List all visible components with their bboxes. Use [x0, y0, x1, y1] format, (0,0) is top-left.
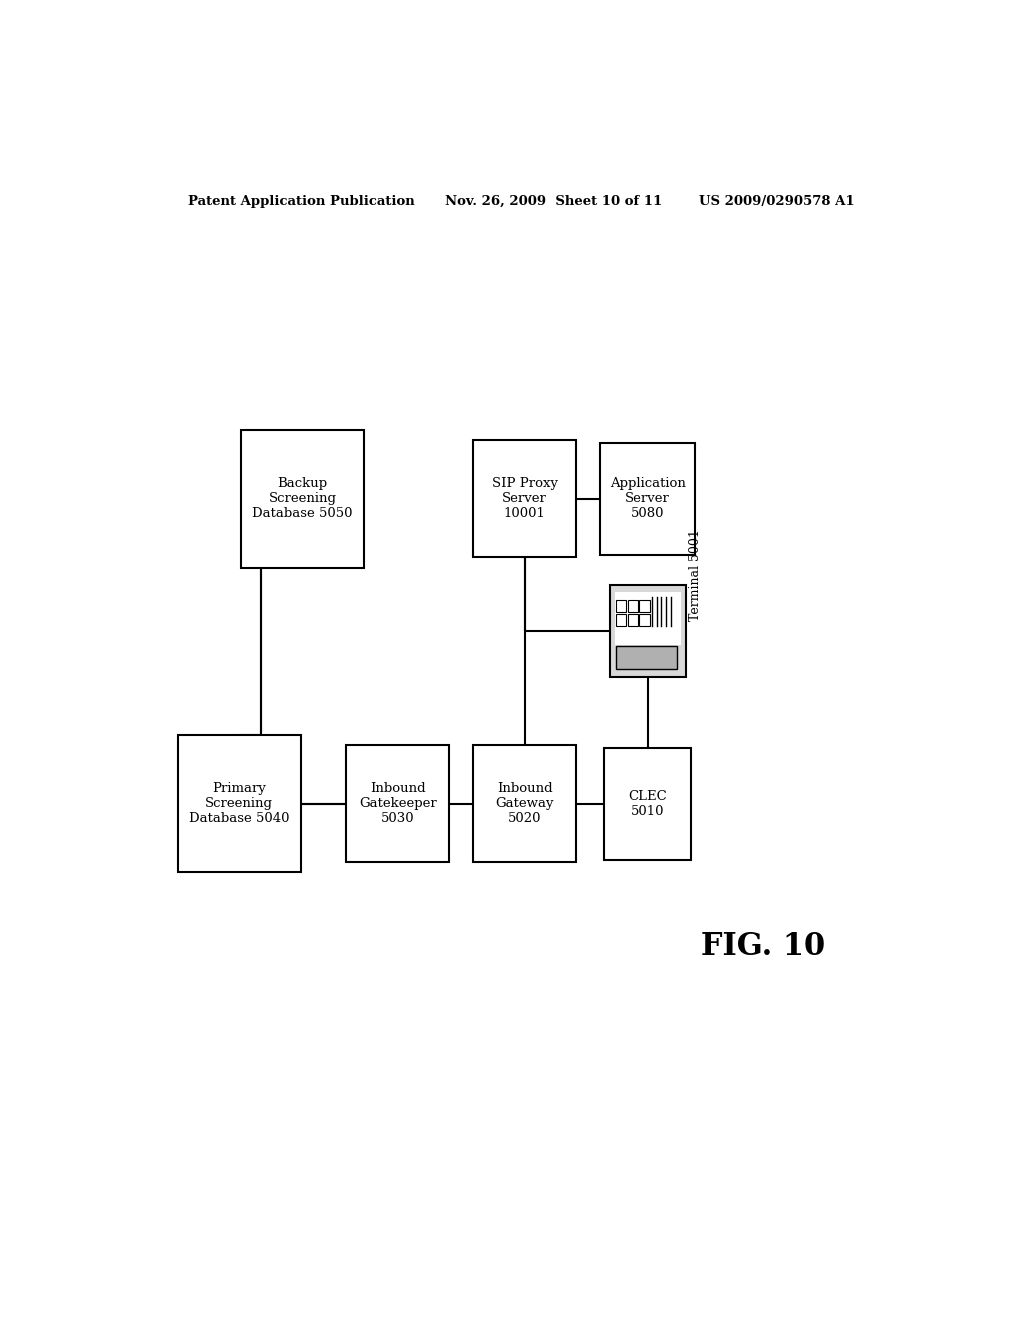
Bar — [604, 748, 691, 859]
Bar — [639, 599, 650, 611]
Text: CLEC
5010: CLEC 5010 — [629, 789, 668, 818]
Bar — [615, 599, 626, 611]
Bar — [616, 645, 677, 669]
Text: Backup
Screening
Database 5050: Backup Screening Database 5050 — [252, 478, 353, 520]
Text: Inbound
Gateway
5020: Inbound Gateway 5020 — [496, 783, 554, 825]
Text: US 2009/0290578 A1: US 2009/0290578 A1 — [699, 194, 855, 207]
Bar — [177, 735, 301, 873]
Bar — [614, 591, 681, 644]
Bar — [615, 614, 626, 626]
Bar — [241, 430, 365, 568]
Bar — [473, 746, 577, 862]
Bar — [628, 614, 638, 626]
Text: Application
Server
5080: Application Server 5080 — [610, 478, 686, 520]
Bar — [610, 585, 685, 677]
Text: Terminal 5001: Terminal 5001 — [688, 529, 701, 620]
Bar — [628, 599, 638, 611]
Bar — [473, 441, 577, 557]
Bar — [346, 746, 450, 862]
Text: Inbound
Gatekeeper
5030: Inbound Gatekeeper 5030 — [359, 783, 436, 825]
Bar — [639, 614, 650, 626]
Text: Nov. 26, 2009  Sheet 10 of 11: Nov. 26, 2009 Sheet 10 of 11 — [445, 194, 663, 207]
Text: Primary
Screening
Database 5040: Primary Screening Database 5040 — [188, 783, 290, 825]
Text: Patent Application Publication: Patent Application Publication — [187, 194, 415, 207]
Text: SIP Proxy
Server
10001: SIP Proxy Server 10001 — [492, 478, 558, 520]
Bar — [600, 444, 695, 554]
Text: FIG. 10: FIG. 10 — [700, 931, 825, 961]
